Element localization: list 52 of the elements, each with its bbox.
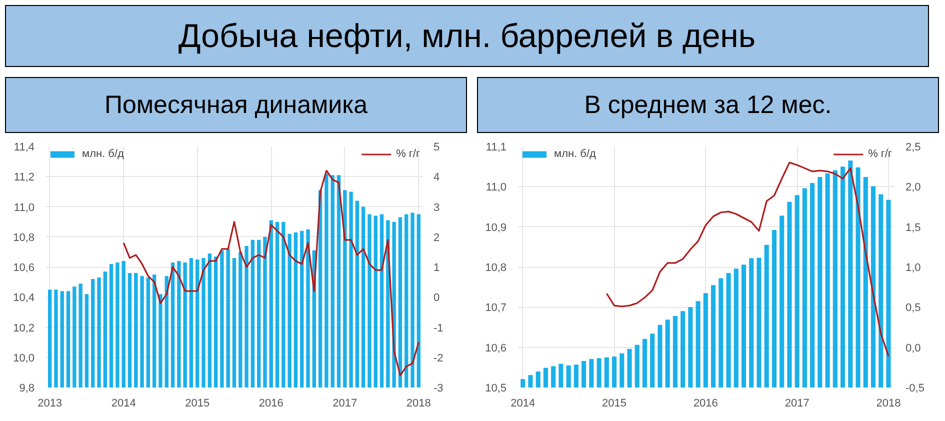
y-tick-label: 9,8 [19,382,35,394]
y2-tick-label: 0,0 [906,342,921,354]
x-tick-label: 2013 [38,398,62,410]
y-tick-label: 10,6 [485,342,507,354]
y2-tick-label: 4 [434,172,440,184]
y2-tick-label: 3 [434,202,440,214]
y2-tick-label: -1 [434,322,444,334]
chart-title: Добыча нефти, млн. баррелей в день [178,16,756,56]
legend-label: % г/г [396,148,420,160]
y-tick-label: 10,6 [13,262,35,274]
y-tick-label: 11,1 [486,142,506,154]
line-series [122,170,420,376]
y2-tick-label: 2,0 [906,182,921,194]
y-tick-label: 11,0 [14,202,34,214]
y-tick-label: 10,0 [13,352,35,364]
chart-subtitle: В среднем за 12 мес. [584,90,832,121]
x-tick-label: 2014 [510,398,536,410]
x-tick-label: 2016 [693,398,718,410]
legend-label: млн. б/д [82,148,124,160]
y2-tick-label: 0 [434,292,440,304]
y-tick-label: 11,2 [14,172,34,184]
y-tick-label: 10,7 [485,302,507,314]
y-tick-label: 10,8 [13,232,35,244]
y2-tick-label: -3 [434,382,444,394]
y-tick-label: 11,0 [486,182,506,194]
x-tick-label: 2016 [258,398,284,410]
x-tick-label: 2017 [784,398,810,410]
y2-tick-label: 2 [434,232,440,244]
x-tick-label: 2015 [185,398,210,410]
legend-label: млн. б/д [554,148,596,160]
y-tick-label: 11,4 [14,142,34,154]
x-tick-label: 2017 [332,398,358,410]
y-tick-label: 10,2 [13,322,35,334]
y2-tick-label: 5 [434,142,440,154]
y2-tick-label: -0,5 [906,382,924,394]
y2-tick-label: 1 [434,262,440,274]
y2-tick-label: -2 [434,352,444,364]
chart-subtitle: Помесячная динамика [104,90,368,121]
x-tick-label: 2014 [111,398,136,410]
y-tick-label: 10,8 [485,262,507,274]
legend-label: % г/г [868,148,892,160]
y2-tick-label: 2,5 [906,142,921,154]
y2-tick-label: 1,5 [906,222,921,234]
x-tick-label: 2018 [406,398,431,410]
y-tick-label: 10,5 [485,382,507,394]
y-tick-label: 10,4 [13,292,35,304]
y-tick-label: 10,9 [485,222,507,234]
line-series [606,162,890,357]
y2-tick-label: 1,0 [906,262,921,274]
x-tick-label: 2018 [876,398,901,410]
x-tick-label: 2015 [602,398,627,410]
y2-tick-label: 0,5 [906,302,921,314]
